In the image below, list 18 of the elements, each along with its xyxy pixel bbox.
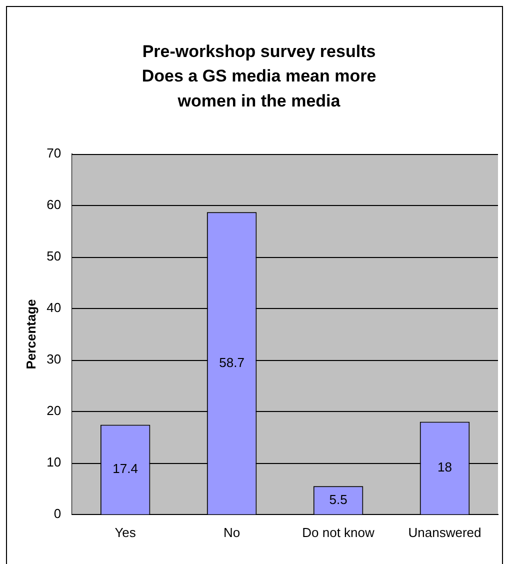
y-tick-label: 70	[46, 146, 62, 161]
y-tick-label: 50	[46, 248, 62, 264]
y-tick-label: 0	[54, 506, 62, 521]
y-tick-label: 30	[46, 352, 62, 366]
y-tick-label: 10	[46, 454, 62, 470]
data-label: 17.4	[112, 461, 138, 476]
data-label: 18	[438, 460, 452, 475]
chart-title: Pre-workshop survey results Does a GS media mean more women in the media	[142, 42, 376, 110]
data-label: 5.5	[329, 492, 348, 507]
x-tick-label: Yes	[114, 524, 136, 540]
y-tick-label: 40	[46, 300, 62, 316]
x-tick-label: No	[223, 524, 240, 540]
data-label: 58.7	[219, 354, 244, 370]
y-tick-label: 20	[46, 402, 62, 418]
x-tick-label: Unanswered	[408, 524, 482, 540]
y-axis-title: Percentage	[23, 299, 38, 370]
x-tick-label: Do not know	[302, 524, 376, 540]
y-tick-label: 60	[46, 197, 62, 212]
